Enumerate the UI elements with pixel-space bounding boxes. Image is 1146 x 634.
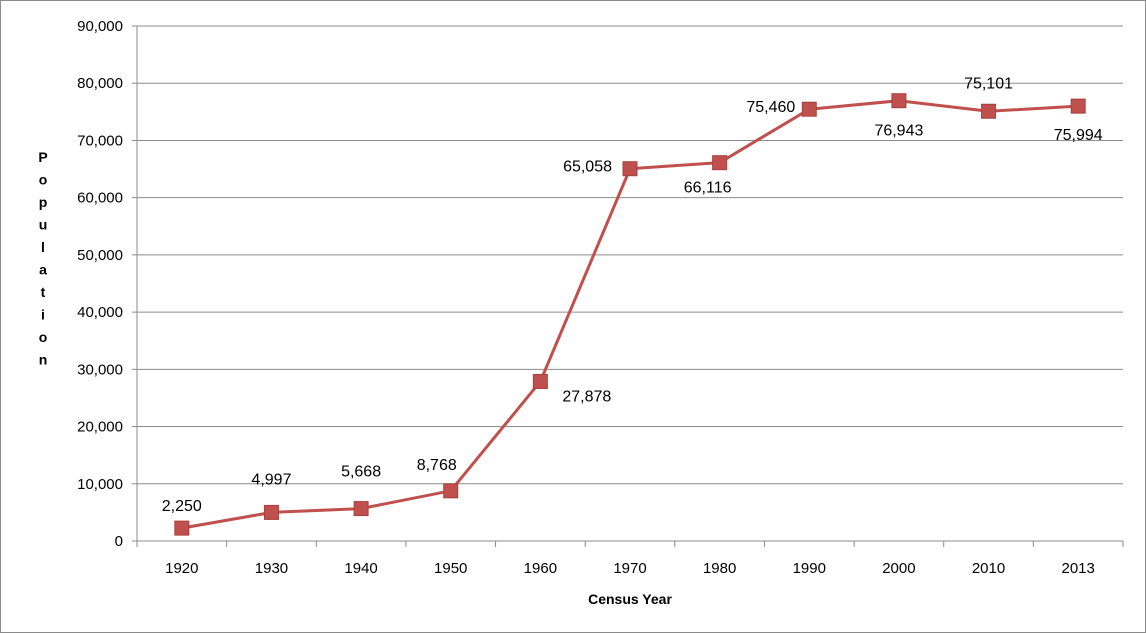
y-tick-label-8: 80,000	[77, 75, 123, 92]
x-tick-label-2000: 2000	[882, 560, 915, 577]
data-label-1950: 8,768	[417, 457, 457, 474]
gridlines	[137, 25, 1123, 485]
data-point-1970	[622, 161, 638, 177]
y-axis-title-letter: a	[39, 262, 47, 278]
y-axis-title-letter: l	[41, 239, 45, 255]
data-label-2000: 76,943	[874, 123, 923, 140]
data-point-2000	[891, 93, 907, 109]
y-axis-title-letter: n	[39, 352, 48, 368]
data-point-1940	[353, 501, 369, 517]
data-labels: 2,250 4,997 5,668 8,768 27,878 65,058 66,116 75…	[162, 75, 1103, 515]
data-label-1940: 5,668	[341, 464, 381, 481]
y-tick-label-4: 40,000	[77, 304, 123, 321]
y-tick-label-5: 50,000	[77, 247, 123, 264]
x-tick-label-1960: 1960	[524, 560, 557, 577]
data-point-1990	[801, 101, 817, 117]
x-tick-label-1930: 1930	[255, 560, 288, 577]
y-axis-title-letter: u	[39, 217, 48, 233]
data-point-1980	[712, 155, 728, 171]
data-label-2013: 75,994	[1054, 127, 1103, 144]
y-tick-label-1: 10,000	[77, 476, 123, 493]
data-point-1920	[174, 520, 190, 536]
x-tick-label-1970: 1970	[613, 560, 646, 577]
data-point-markers	[174, 93, 1086, 536]
y-axis-title-letter: p	[39, 194, 48, 210]
x-tick-label-2010: 2010	[972, 560, 1005, 577]
y-axis-title-letter: P	[38, 149, 47, 165]
data-label-1970: 65,058	[563, 159, 612, 176]
data-point-2010	[981, 103, 997, 119]
data-point-1930	[263, 504, 279, 520]
y-tick-label-3: 30,000	[77, 361, 123, 378]
x-axis-title: Census Year	[588, 591, 672, 607]
data-point-2013	[1070, 98, 1086, 114]
data-point-1960	[532, 373, 548, 389]
data-label-1990: 75,460	[746, 99, 795, 116]
data-point-1950	[443, 483, 459, 499]
x-tick-label-2013: 2013	[1061, 560, 1094, 577]
y-tick-label-6: 60,000	[77, 190, 123, 207]
y-tick-labels: 0 10,000 20,000 30,000 40,000 50,000 60,000 70,…	[77, 18, 123, 550]
x-tick-label-1940: 1940	[344, 560, 377, 577]
y-tick-label-9: 90,000	[77, 18, 123, 35]
x-tick-label-1920: 1920	[165, 560, 198, 577]
y-axis-title-letter: t	[41, 284, 46, 300]
axes	[132, 25, 1124, 547]
x-tick-label-1950: 1950	[434, 560, 467, 577]
x-tick-labels: 1920 1930 1940 1950 1960 1970 1980 1990 2000 2010…	[165, 560, 1095, 577]
y-axis-title-letter: i	[41, 307, 45, 323]
data-label-1920: 2,250	[162, 498, 202, 515]
x-tick-label-1980: 1980	[703, 560, 736, 577]
data-label-2010: 75,101	[964, 75, 1013, 92]
y-tick-label-7: 70,000	[77, 132, 123, 149]
y-tick-label-0: 0	[115, 533, 123, 550]
y-axis-title-letter: o	[39, 172, 48, 188]
y-tick-label-2: 20,000	[77, 419, 123, 436]
data-label-1930: 4,997	[251, 471, 291, 488]
y-axis-title-letter: o	[39, 329, 48, 345]
x-tick-label-1990: 1990	[793, 560, 826, 577]
data-label-1960: 27,878	[562, 388, 611, 405]
data-label-1980: 66,116	[684, 180, 732, 197]
